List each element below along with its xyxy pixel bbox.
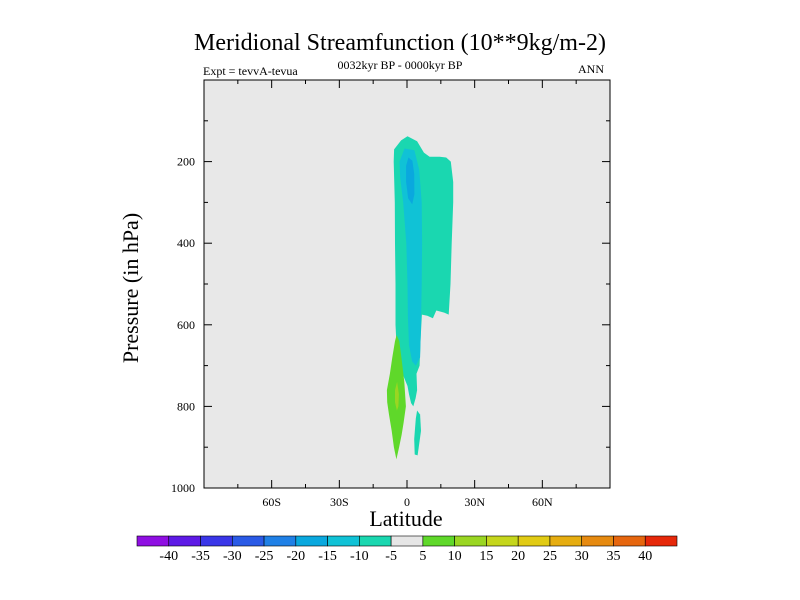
- colorbar-box: [581, 535, 614, 547]
- x-tick-label: 0: [404, 495, 410, 509]
- x-tick-label: 30S: [330, 495, 349, 509]
- colorbar-label: 40: [638, 549, 652, 564]
- chart-title: Meridional Streamfunction (10**9kg/m-2): [194, 30, 606, 56]
- colorbar-label: -40: [159, 549, 178, 564]
- colorbar-label: 35: [606, 549, 620, 564]
- colorbar-box: [136, 535, 170, 547]
- colorbar-box: [359, 535, 392, 547]
- colorbar-label: 20: [511, 549, 525, 564]
- y-tick-label: 800: [177, 399, 195, 413]
- colorbar-box: [422, 535, 455, 547]
- colorbar-box: [486, 535, 519, 547]
- colorbar-label: 15: [479, 549, 493, 564]
- x-tick-label: 30N: [464, 495, 485, 509]
- plot-frame: [203, 79, 611, 489]
- contour-region-neg-5-lower: [414, 410, 421, 456]
- colorbar-label: 25: [543, 549, 557, 564]
- colorbar-box: [168, 535, 201, 547]
- contour-region-pos-10: [395, 381, 399, 411]
- y-tick-label: 400: [177, 236, 195, 250]
- colorbar-box: [517, 535, 551, 547]
- colorbar-label: -5: [385, 549, 397, 564]
- colorbar-label: -10: [350, 549, 369, 564]
- colorbar-box: [295, 535, 328, 547]
- x-axis-label: Latitude: [369, 506, 443, 531]
- colorbar-label: -20: [286, 549, 305, 564]
- y-tick-label: 600: [177, 318, 195, 332]
- contour-region-neg-10: [399, 148, 423, 366]
- experiment-label: Expt = tevvA-tevua: [203, 64, 298, 78]
- colorbar-box: [390, 535, 424, 547]
- colorbar-box: [231, 535, 265, 547]
- x-tick-label: 60S: [262, 495, 281, 509]
- colorbar-label: -35: [191, 549, 210, 564]
- colorbar-label: -15: [318, 549, 337, 564]
- contour-region-neg-15: [406, 157, 415, 205]
- chart-subtitle: 0032kyr BP - 0000kyr BP: [337, 58, 463, 72]
- axis-ticks: 60S 30S 0 30N 60N 200 400 600 800 1000: [171, 79, 611, 509]
- colorbar-box: [644, 535, 678, 547]
- colorbar-label: -30: [223, 549, 242, 564]
- colorbar: -40 -35 -30 -25 -20 -15 -10 -5 5 10 15 20 25 30 35 40: [136, 535, 678, 564]
- colorbar-box: [327, 535, 360, 547]
- x-tick-label: 60N: [532, 495, 553, 509]
- colorbar-label: 10: [448, 549, 462, 564]
- colorbar-label: 5: [419, 549, 426, 564]
- season-label: ANN: [578, 62, 604, 76]
- colorbar-box: [454, 535, 487, 547]
- colorbar-label: 30: [575, 549, 589, 564]
- colorbar-box: [613, 535, 646, 547]
- colorbar-box: [263, 535, 297, 547]
- colorbar-label: -25: [255, 549, 274, 564]
- colorbar-box: [549, 535, 583, 547]
- y-tick-label: 1000: [171, 481, 195, 495]
- colorbar-box: [200, 535, 233, 547]
- contour-regions: [386, 136, 454, 460]
- y-tick-label: 200: [177, 155, 195, 169]
